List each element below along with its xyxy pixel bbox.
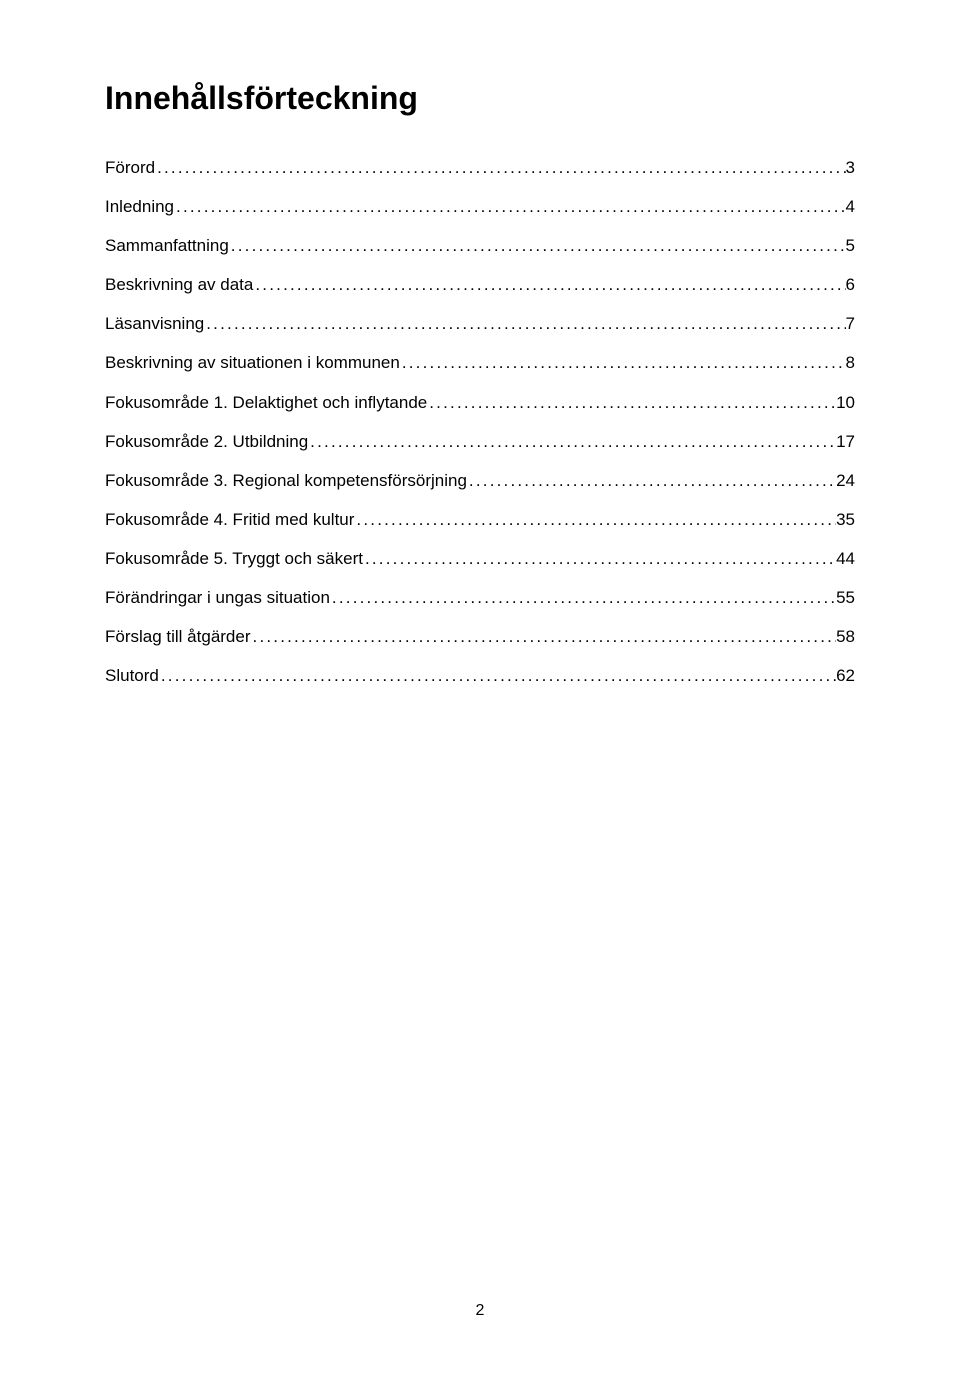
toc-entry-page: 6 <box>846 274 855 296</box>
toc-entry-label: Fokusområde 2. Utbildning <box>105 431 308 453</box>
toc-leader-dots <box>204 313 845 335</box>
toc-entry: Slutord 62 <box>105 665 855 687</box>
toc-entry-page: 3 <box>846 157 855 179</box>
toc-entry: Fokusområde 5. Tryggt och säkert 44 <box>105 548 855 570</box>
toc-entry-page: 62 <box>836 665 855 687</box>
toc-entry-page: 8 <box>846 352 855 374</box>
toc-entry-label: Fokusområde 1. Delaktighet och inflytand… <box>105 392 427 414</box>
toc-entry-label: Beskrivning av data <box>105 274 253 296</box>
toc-entry-label: Slutord <box>105 665 159 687</box>
toc-entry: Beskrivning av situationen i kommunen 8 <box>105 352 855 374</box>
toc-entry-label: Fokusområde 4. Fritid med kultur <box>105 509 354 531</box>
toc-leader-dots <box>253 274 845 296</box>
page-title: Innehållsförteckning <box>105 80 855 117</box>
toc-entry-label: Läsanvisning <box>105 313 204 335</box>
toc-entry: Sammanfattning 5 <box>105 235 855 257</box>
toc-leader-dots <box>363 548 836 570</box>
toc-entry-label: Förslag till åtgärder <box>105 626 251 648</box>
toc-entry-page: 7 <box>846 313 855 335</box>
toc-entry: Inledning 4 <box>105 196 855 218</box>
toc-entry: Läsanvisning 7 <box>105 313 855 335</box>
toc-entry-label: Beskrivning av situationen i kommunen <box>105 352 400 374</box>
toc-entry-page: 58 <box>836 626 855 648</box>
table-of-contents: Förord 3 Inledning 4 Sammanfattning 5 Beskr… <box>105 157 855 687</box>
toc-entry-label: Fokusområde 5. Tryggt och säkert <box>105 548 363 570</box>
toc-leader-dots <box>467 470 836 492</box>
toc-entry-label: Förord <box>105 157 155 179</box>
toc-entry-page: 5 <box>846 235 855 257</box>
toc-leader-dots <box>174 196 846 218</box>
toc-entry: Förord 3 <box>105 157 855 179</box>
toc-entry: Beskrivning av data 6 <box>105 274 855 296</box>
toc-entry: Fokusområde 1. Delaktighet och inflytand… <box>105 392 855 414</box>
toc-leader-dots <box>400 352 846 374</box>
toc-entry-page: 4 <box>846 196 855 218</box>
page-number: 2 <box>0 1302 960 1320</box>
toc-entry: Förslag till åtgärder 58 <box>105 626 855 648</box>
toc-entry-label: Sammanfattning <box>105 235 229 257</box>
toc-entry-label: Fokusområde 3. Regional kompetensförsörj… <box>105 470 467 492</box>
toc-entry: Förändringar i ungas situation 55 <box>105 587 855 609</box>
toc-entry-page: 55 <box>836 587 855 609</box>
toc-entry-label: Förändringar i ungas situation <box>105 587 330 609</box>
toc-entry-page: 17 <box>836 431 855 453</box>
toc-leader-dots <box>308 431 836 453</box>
toc-entry: Fokusområde 4. Fritid med kultur 35 <box>105 509 855 531</box>
toc-leader-dots <box>229 235 846 257</box>
document-page: Innehållsförteckning Förord 3 Inledning 4… <box>0 0 960 1375</box>
toc-leader-dots <box>330 587 836 609</box>
toc-leader-dots <box>251 626 837 648</box>
toc-entry-page: 44 <box>836 548 855 570</box>
toc-entry: Fokusområde 2. Utbildning 17 <box>105 431 855 453</box>
toc-entry-label: Inledning <box>105 196 174 218</box>
toc-entry-page: 35 <box>836 509 855 531</box>
toc-leader-dots <box>159 665 836 687</box>
toc-entry-page: 24 <box>836 470 855 492</box>
toc-entry-page: 10 <box>836 392 855 414</box>
toc-entry: Fokusområde 3. Regional kompetensförsörj… <box>105 470 855 492</box>
toc-leader-dots <box>155 157 845 179</box>
toc-leader-dots <box>427 392 836 414</box>
toc-leader-dots <box>354 509 836 531</box>
